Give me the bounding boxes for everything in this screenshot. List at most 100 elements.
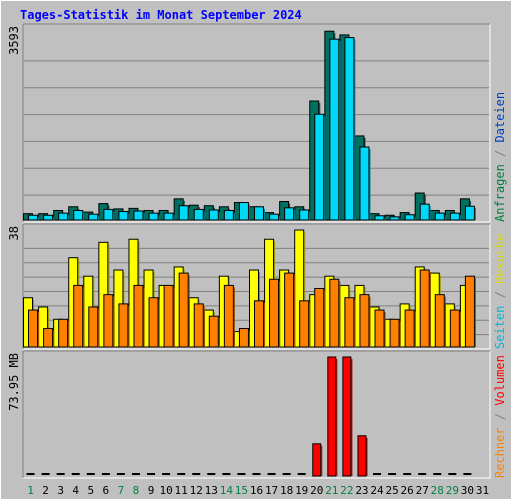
x-tick-label: 30 [461, 484, 474, 497]
data-bar-dateien [208, 209, 219, 221]
data-bar-besuche [58, 318, 69, 348]
data-bar-dateien [43, 214, 54, 221]
data-bar-volumen [162, 473, 171, 475]
data-bar-volumen [177, 473, 186, 475]
data-bar-volumen [26, 473, 35, 475]
right-legend: Seiten / Besuche [493, 233, 507, 349]
data-bar-besuche [88, 306, 99, 348]
x-tick-label: 24 [370, 484, 384, 497]
data-bar-dateien [58, 212, 69, 221]
x-tick-label: 29 [446, 484, 459, 497]
x-tick-label: 4 [72, 484, 79, 497]
data-bar-dateien [148, 212, 159, 221]
x-tick-label: 3 [57, 484, 64, 497]
chart-panels: 3593 Anfragen / Dateien 38 Seiten / Besuche… [7, 23, 507, 479]
data-bar-besuche [404, 309, 415, 348]
data-bar-volumen [101, 473, 110, 475]
x-tick-label: 26 [401, 484, 414, 497]
data-bar-besuche [374, 309, 385, 348]
x-axis-day-labels: 1 2 3 4 5 6 7 8 9 10 11 12 13 14 15 16 17 18 19 20 21 22 23 24 2… [27, 484, 489, 497]
data-bar-volumen [463, 473, 472, 475]
data-bar-volumen [342, 356, 352, 477]
x-tick-label: 8 [133, 484, 140, 497]
x-tick-label: 20 [310, 484, 323, 497]
legend-entry: Besuche [493, 233, 507, 284]
data-bar-dateien [223, 209, 234, 221]
data-bar-besuche [73, 284, 84, 348]
data-bar-volumen [433, 473, 442, 475]
y-max-label: 3593 [7, 26, 21, 55]
x-tick-label: 6 [103, 484, 110, 497]
chart-title: Tages-Statistik im Monat September 2024 [20, 8, 302, 22]
x-tick-label: 16 [250, 484, 263, 497]
x-tick-label: 18 [280, 484, 293, 497]
data-bar-dateien [103, 208, 114, 221]
x-tick-label: 25 [385, 484, 398, 497]
data-bar-dateien [464, 205, 475, 221]
x-tick-label: 28 [431, 484, 444, 497]
panel-top: 3593 Anfragen / Dateien [7, 23, 507, 223]
data-bar-besuche [434, 294, 445, 348]
data-bar-volumen [207, 473, 216, 475]
data-bar-besuche [359, 294, 370, 348]
right-legend: Anfragen / Dateien [493, 92, 507, 222]
data-bar-dateien [359, 146, 370, 221]
data-bar-volumen [86, 473, 95, 475]
data-bar-besuche [118, 303, 129, 348]
data-bar-volumen [116, 473, 125, 475]
legend-entry: Anfragen [493, 164, 507, 222]
data-bar-volumen [282, 473, 291, 475]
data-bar-besuche [238, 328, 249, 348]
data-bar-dateien [404, 214, 415, 221]
data-bar-dateien [28, 214, 39, 221]
data-bar-besuche [208, 315, 219, 348]
legend-separator: / [493, 143, 507, 165]
data-bar-dateien [118, 211, 129, 221]
data-bar-besuche [148, 297, 159, 348]
data-bar-dateien [299, 209, 310, 221]
data-bar-besuche [254, 300, 264, 348]
y-max-label: 73.95 MB [7, 353, 21, 411]
data-bar-volumen [312, 443, 322, 477]
data-bar-volumen [403, 473, 412, 475]
data-bar-volumen [192, 473, 201, 475]
data-bar-besuche [223, 284, 234, 348]
data-bar-volumen [327, 356, 337, 477]
x-tick-label: 7 [118, 484, 125, 497]
data-bar-volumen [56, 473, 65, 475]
y-max-label: 38 [7, 226, 21, 240]
panel-bottom: 73.95 MB Rechner / Volumen [7, 350, 507, 479]
data-bar-besuche [344, 297, 355, 348]
data-bar-dateien [419, 203, 430, 221]
data-bar-dateien [238, 202, 249, 221]
data-bar-besuche [193, 303, 204, 348]
data-bar-dateien [193, 208, 204, 221]
data-bar-volumen [222, 473, 231, 475]
data-bar-dateien [88, 213, 99, 221]
data-bar-dateien [284, 207, 295, 221]
data-bar-dateien [344, 37, 355, 221]
data-bar-dateien [389, 216, 400, 221]
x-tick-label: 9 [148, 484, 155, 497]
x-tick-label: 13 [205, 484, 218, 497]
data-bar-dateien [314, 113, 325, 221]
data-bar-besuche [178, 272, 189, 348]
x-tick-label: 10 [159, 484, 172, 497]
data-bar-volumen [357, 435, 367, 477]
data-bar-besuche [464, 275, 475, 348]
data-bar-dateien [269, 213, 280, 221]
legend-entry: Dateien [493, 92, 507, 143]
x-tick-label: 22 [340, 484, 353, 497]
x-tick-label: 1 [27, 484, 34, 497]
data-bar-besuche [269, 278, 280, 348]
x-tick-label: 31 [476, 484, 489, 497]
data-bar-besuche [449, 309, 460, 348]
x-tick-label: 5 [87, 484, 94, 497]
data-bar-dateien [73, 209, 84, 221]
data-bar-besuche [389, 318, 400, 348]
data-bar-dateien [374, 215, 385, 221]
x-tick-label: 23 [355, 484, 368, 497]
data-bar-besuche [419, 269, 430, 348]
